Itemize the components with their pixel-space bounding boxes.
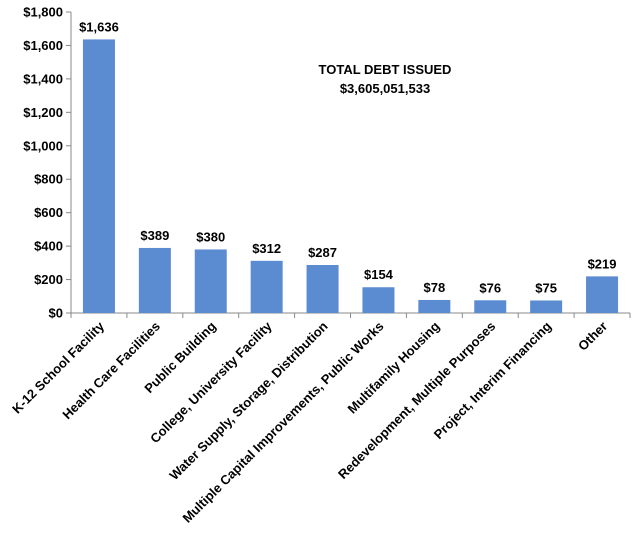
bar	[138, 247, 171, 313]
category-label: K-12 School Facility	[9, 318, 108, 417]
y-tick-label: $1,600	[23, 38, 63, 53]
y-tick-label: $800	[34, 172, 63, 187]
data-label: $154	[364, 267, 394, 282]
data-label: $78	[423, 280, 445, 295]
category-label: Health Care Facilities	[59, 319, 163, 423]
bar	[362, 287, 395, 313]
category-label: Project, Interim Financing	[431, 318, 555, 442]
data-label: $312	[252, 241, 281, 256]
data-label: $1,636	[79, 19, 119, 34]
data-label: $389	[140, 228, 169, 243]
data-label: $75	[535, 280, 557, 295]
y-tick-label: $0	[49, 306, 63, 321]
y-tick-label: $400	[34, 239, 63, 254]
data-label: $76	[479, 280, 501, 295]
data-labels: $1,636 $389 $380 $312 $287 $154 $78 $76 $75 $219	[79, 19, 616, 295]
bar	[530, 300, 563, 313]
y-tick-label: $1,400	[23, 71, 63, 86]
x-axis	[70, 312, 631, 318]
data-label: $287	[308, 245, 337, 260]
y-tick-label: $1,000	[23, 138, 63, 153]
total-debt-annotation: TOTAL DEBT ISSUED $3,605,051,533	[319, 62, 452, 96]
bar	[586, 276, 619, 313]
category-label: Multiple Capital Improvements, Public Wo…	[179, 319, 386, 526]
category-label: Other	[575, 319, 610, 354]
y-tick-label: $1,800	[23, 5, 63, 20]
y-tick-label: $200	[34, 272, 63, 287]
data-label: $380	[196, 229, 225, 244]
annotation-title: TOTAL DEBT ISSUED	[319, 62, 452, 77]
bar	[82, 39, 115, 314]
bar	[250, 260, 283, 313]
data-label: $219	[588, 256, 617, 271]
bar	[306, 265, 339, 313]
bar	[418, 299, 451, 313]
y-axis: $0 $200 $400 $600 $800 $1,000 $1,200 $1,400 $1,6…	[23, 5, 72, 321]
annotation-total: $3,605,051,533	[340, 81, 430, 96]
y-tick-label: $1,200	[23, 105, 63, 120]
bars	[82, 39, 619, 314]
bar	[194, 249, 227, 313]
bar	[474, 300, 507, 313]
y-tick-label: $600	[34, 205, 63, 220]
category-label: Multifamily Housing	[345, 318, 443, 416]
